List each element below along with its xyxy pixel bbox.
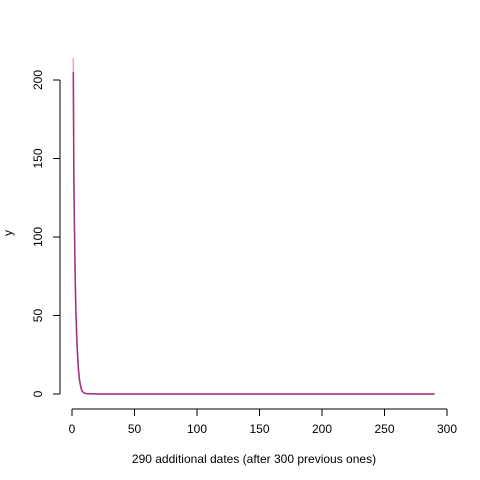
series-line-2: [72, 72, 435, 395]
y-tick-label: 150: [31, 148, 45, 168]
x-tick-label: 0: [69, 422, 76, 436]
y-tick-label: 50: [31, 309, 45, 323]
y-axis-title: y: [1, 230, 15, 236]
x-axis: 0 50 100 150 200 250 300: [69, 408, 457, 436]
y-tick-label: 0: [31, 390, 45, 397]
series-layer: [72, 57, 435, 395]
x-tick-label: 250: [374, 422, 394, 436]
x-tick-label: 100: [187, 422, 207, 436]
x-tick-label: 200: [312, 422, 332, 436]
x-tick-label: 300: [437, 422, 457, 436]
x-axis-title: 290 additional dates (after 300 previous…: [132, 452, 376, 466]
x-tick-label: 150: [249, 422, 269, 436]
y-tick-label: 200: [31, 70, 45, 90]
x-tick-label: 50: [128, 422, 142, 436]
series-line-1: [72, 57, 435, 395]
y-axis: 0 50 100 150 200: [31, 70, 61, 397]
y-tick-label: 100: [31, 227, 45, 247]
